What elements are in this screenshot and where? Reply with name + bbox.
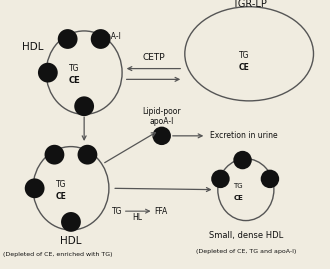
Text: TG: TG [233, 183, 243, 189]
Text: TGR-LP: TGR-LP [232, 0, 267, 9]
Text: ApoA-I: ApoA-I [97, 32, 122, 41]
Text: HDL: HDL [22, 42, 44, 52]
Ellipse shape [218, 159, 274, 221]
Ellipse shape [61, 212, 81, 232]
Text: CE: CE [68, 76, 80, 85]
Text: Lipid-poor: Lipid-poor [142, 107, 181, 116]
Ellipse shape [91, 29, 111, 49]
Ellipse shape [58, 29, 78, 49]
Ellipse shape [33, 147, 109, 230]
Text: Small, dense HDL: Small, dense HDL [209, 231, 283, 240]
Ellipse shape [261, 170, 279, 188]
Ellipse shape [211, 170, 230, 188]
Ellipse shape [78, 145, 97, 165]
Text: CE: CE [56, 192, 66, 201]
Text: FFA: FFA [154, 207, 168, 216]
Ellipse shape [25, 178, 45, 198]
Text: TG: TG [239, 51, 249, 60]
Ellipse shape [46, 31, 122, 114]
Text: TG: TG [69, 64, 80, 73]
Text: TG: TG [56, 180, 66, 189]
Text: HL: HL [132, 213, 142, 222]
Text: apoA-I: apoA-I [149, 117, 174, 126]
Ellipse shape [74, 96, 94, 116]
Ellipse shape [185, 7, 314, 101]
Ellipse shape [152, 127, 171, 145]
Text: CE: CE [233, 195, 243, 201]
Text: Excretion in urine: Excretion in urine [210, 131, 277, 140]
Text: HDL: HDL [60, 236, 82, 246]
Text: (Depleted of CE, enriched with TG): (Depleted of CE, enriched with TG) [3, 252, 113, 257]
Ellipse shape [45, 145, 64, 165]
Text: CETP: CETP [142, 53, 165, 62]
Ellipse shape [38, 63, 58, 83]
Text: CE: CE [239, 63, 249, 72]
Text: (Depleted of CE, TG and apoA-I): (Depleted of CE, TG and apoA-I) [196, 249, 296, 254]
Text: TG: TG [112, 207, 122, 216]
Ellipse shape [233, 151, 252, 169]
